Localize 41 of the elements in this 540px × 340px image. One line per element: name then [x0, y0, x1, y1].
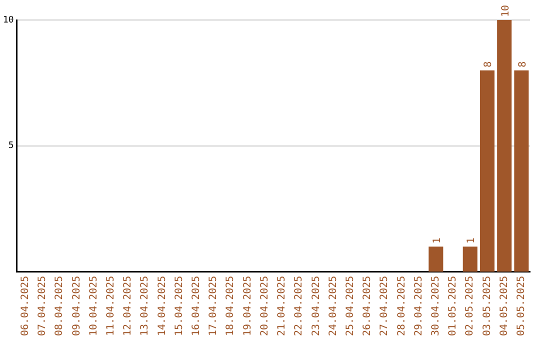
x-tick-label: 05.05.2025	[516, 276, 528, 336]
x-tick-label: 14.04.2025	[156, 276, 168, 336]
x-tick-label: 04.05.2025	[498, 276, 510, 336]
x-tick-label: 11.04.2025	[106, 276, 117, 336]
bar	[428, 246, 444, 272]
x-tick-label: 15.04.2025	[174, 276, 185, 336]
x-tick-label: 07.04.2025	[37, 276, 48, 336]
data-label: 1	[466, 238, 478, 244]
x-tick-label: 27.04.2025	[379, 276, 390, 336]
x-tick-label: 18.04.2025	[225, 276, 236, 336]
bar	[514, 70, 529, 272]
x-tick-label: 26.04.2025	[362, 276, 374, 336]
x-tick-label: 01.05.2025	[448, 276, 459, 336]
x-tick-label: 09.04.2025	[71, 276, 82, 336]
bar	[462, 246, 478, 272]
x-tick-label: 29.04.2025	[413, 276, 424, 336]
x-tick-label: 19.04.2025	[242, 276, 254, 336]
x-tick-label: 21.04.2025	[276, 276, 288, 336]
y-tick-label: 5	[8, 141, 14, 152]
x-tick-label: 25.04.2025	[344, 276, 356, 336]
x-tick-label: 22.04.2025	[294, 276, 305, 336]
x-tick-label: 02.05.2025	[464, 276, 476, 336]
x-tick-label: 08.04.2025	[54, 276, 66, 336]
data-label: 10	[500, 4, 512, 17]
x-tick-label: 16.04.2025	[191, 276, 202, 336]
x-tick-label: 06.04.2025	[20, 276, 31, 336]
x-tick-label: 23.04.2025	[310, 276, 322, 336]
x-tick-label: 12.04.2025	[122, 276, 134, 336]
x-tick-label: 17.04.2025	[208, 276, 220, 336]
x-tick-label: 20.04.2025	[259, 276, 270, 336]
x-tick-label: 28.04.2025	[396, 276, 408, 336]
bar	[480, 70, 495, 272]
bar	[497, 20, 512, 272]
data-label: 8	[483, 61, 494, 68]
x-tick-label: 24.04.2025	[328, 276, 339, 336]
x-tick-label: 03.05.2025	[482, 276, 493, 336]
x-tick-label: 30.04.2025	[430, 276, 442, 336]
x-tick-label: 10.04.2025	[88, 276, 100, 336]
data-label: 1	[432, 238, 443, 244]
x-tick-label: 13.04.2025	[140, 276, 151, 336]
data-label: 8	[517, 61, 528, 68]
